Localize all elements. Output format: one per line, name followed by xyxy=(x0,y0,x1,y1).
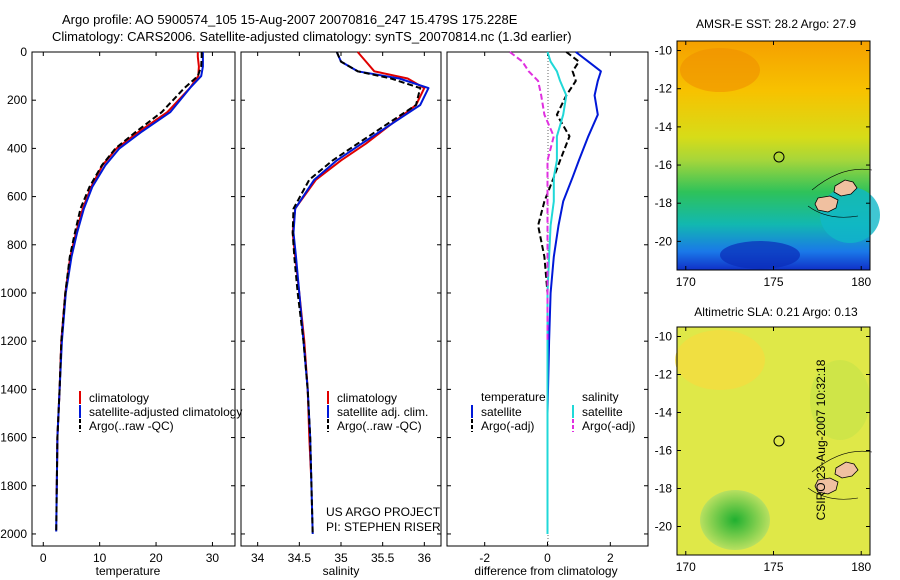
sla-high-patch xyxy=(675,330,765,390)
series-line-temperature-satellite xyxy=(546,51,602,534)
x-tick-label: 170 xyxy=(676,560,696,574)
legend-label-argo: Argo(..raw -QC) xyxy=(89,419,174,433)
sst-cool-patch xyxy=(820,187,880,243)
sst-warm-patch xyxy=(680,48,760,92)
salinity-series xyxy=(291,51,430,535)
y-tick-label: 600 xyxy=(7,190,27,204)
difference-legend: temperature satellite Argo(-adj) salinit… xyxy=(471,390,635,433)
y-tick-label: 2000 xyxy=(0,527,27,541)
sla-mid-patch xyxy=(810,360,870,440)
salinity-axes: 34 34.5 35 35.5 36 xyxy=(241,51,441,565)
legend-header-salinity: salinity xyxy=(582,390,619,404)
salinity-panel: 34 34.5 35 35.5 36 salinity climatology sate… xyxy=(240,51,442,578)
x-tick-label: 2 xyxy=(607,551,614,565)
x-tick-label: 30 xyxy=(206,551,220,565)
series-line-satellite-adj-clim- xyxy=(292,51,430,535)
legend-label-sal-argo: Argo(-adj) xyxy=(582,419,635,433)
x-tick-label: 0 xyxy=(544,551,551,565)
x-tick-label: 36 xyxy=(418,551,432,565)
x-tick-label: 175 xyxy=(763,275,783,289)
x-tick-label: -2 xyxy=(479,551,490,565)
x-tick-label: 20 xyxy=(149,551,163,565)
y-tick-label: -10 xyxy=(655,44,673,58)
y-tick-label: 1200 xyxy=(0,334,27,348)
x-tick-label: 10 xyxy=(93,551,107,565)
credit-line1: US ARGO PROJECT xyxy=(326,505,441,519)
sst-cold-patch xyxy=(720,241,800,269)
sla-map-axes: 170 175 180 -10 -12 -14 -16 -18 -20 xyxy=(655,327,872,574)
figure-title-line1: Argo profile: AO 5900574_105 15-Aug-2007… xyxy=(62,12,518,27)
x-tick-label: 175 xyxy=(763,560,783,574)
temperature-axes: 0 10 20 30 0 200 400 600 800 1000 1200 1400 1600 1800… xyxy=(0,45,235,565)
series-line-argo-raw-qc- xyxy=(291,51,422,535)
temperature-panel: 0 10 20 30 0 200 400 600 800 1000 1200 1400 1600 1800… xyxy=(0,45,242,578)
salinity-plot-frame xyxy=(240,51,442,547)
y-tick-label: -14 xyxy=(655,406,673,420)
difference-axes: -2 0 2 xyxy=(447,51,648,565)
argo-location-marker xyxy=(773,435,785,447)
legend-label-temp-satellite: satellite xyxy=(481,405,522,419)
credit-line2: PI: STEPHEN RISER xyxy=(326,520,441,534)
series-line-salinity-argo-adj- xyxy=(509,51,555,342)
y-tick-label: 200 xyxy=(7,93,27,107)
y-tick-label: -20 xyxy=(655,234,673,248)
legend-label-satellite: satellite-adjusted climatology xyxy=(89,405,242,419)
y-tick-label: 0 xyxy=(20,45,27,59)
y-tick-label: -16 xyxy=(655,444,673,458)
y-tick-label: -18 xyxy=(655,482,673,496)
y-tick-label: -12 xyxy=(655,368,673,382)
legend-label-climatology: climatology xyxy=(89,391,149,405)
y-tick-label: 800 xyxy=(7,238,27,252)
fiji-islands xyxy=(807,450,873,500)
y-tick-label: -20 xyxy=(655,520,673,534)
x-tick-label: 180 xyxy=(851,275,871,289)
sla-low-patch xyxy=(700,490,770,550)
temperature-legend: climatology satellite-adjusted climatolo… xyxy=(79,391,242,433)
y-tick-label: -12 xyxy=(655,82,673,96)
legend-label-climatology: climatology xyxy=(337,391,397,405)
series-line-temperature-argo-adj- xyxy=(537,51,580,534)
y-tick-label: 400 xyxy=(7,141,27,155)
x-tick-label: 0 xyxy=(40,551,47,565)
difference-series xyxy=(509,51,602,534)
y-tick-label: 1000 xyxy=(0,286,27,300)
fiji-islands xyxy=(807,168,873,218)
difference-x-label: difference from climatology xyxy=(474,564,617,578)
sst-map-axes: 170 175 180 -10 -12 -14 -16 -18 -20 xyxy=(655,41,872,289)
x-tick-label: 34 xyxy=(251,551,265,565)
sst-map-title: AMSR-E SST: 28.2 Argo: 27.9 xyxy=(696,17,856,31)
legend-label-temp-argo: Argo(-adj) xyxy=(481,419,534,433)
y-tick-label: -16 xyxy=(655,158,673,172)
sla-map-panel: Altimetric SLA: 0.21 Argo: 0.13 170 175 18… xyxy=(655,305,873,574)
y-tick-label: 1600 xyxy=(0,431,27,445)
y-tick-label: 1400 xyxy=(0,382,27,396)
y-tick-label: -18 xyxy=(655,196,673,210)
y-tick-label: -14 xyxy=(655,120,673,134)
figure-title-line2: Climatology: CARS2006. Satellite-adjuste… xyxy=(52,29,572,44)
temperature-x-label: temperature xyxy=(96,564,161,578)
argo-location-marker xyxy=(773,151,785,163)
temperature-series xyxy=(55,52,204,532)
side-timestamp-label: CSIRO 23-Aug-2007 10:32:18 xyxy=(814,359,828,520)
x-tick-label: 34.5 xyxy=(288,551,312,565)
legend-header-temperature: temperature xyxy=(481,390,546,404)
y-tick-label: -10 xyxy=(655,330,673,344)
sla-map-title: Altimetric SLA: 0.21 Argo: 0.13 xyxy=(694,305,858,319)
series-line-satellite-adjusted-climatology xyxy=(55,52,204,532)
legend-label-sal-satellite: satellite xyxy=(582,405,623,419)
difference-panel: -2 0 2 difference from climatology tempera… xyxy=(446,51,649,578)
salinity-x-label: salinity xyxy=(323,564,360,578)
sst-map-panel: AMSR-E SST: 28.2 Argo: 27.9 170 175 180 -10… xyxy=(655,17,880,289)
salinity-legend: climatology satellite adj. clim. Argo(..… xyxy=(327,391,428,433)
x-tick-label: 180 xyxy=(851,560,871,574)
y-tick-label: 1800 xyxy=(0,479,27,493)
series-line-argo-raw-qc- xyxy=(55,52,203,532)
temperature-plot-frame xyxy=(31,51,236,547)
x-tick-label: 35 xyxy=(334,551,348,565)
legend-label-satellite: satellite adj. clim. xyxy=(337,405,428,419)
legend-label-argo: Argo(..raw -QC) xyxy=(337,419,422,433)
x-tick-label: 35.5 xyxy=(371,551,395,565)
x-tick-label: 170 xyxy=(676,275,696,289)
